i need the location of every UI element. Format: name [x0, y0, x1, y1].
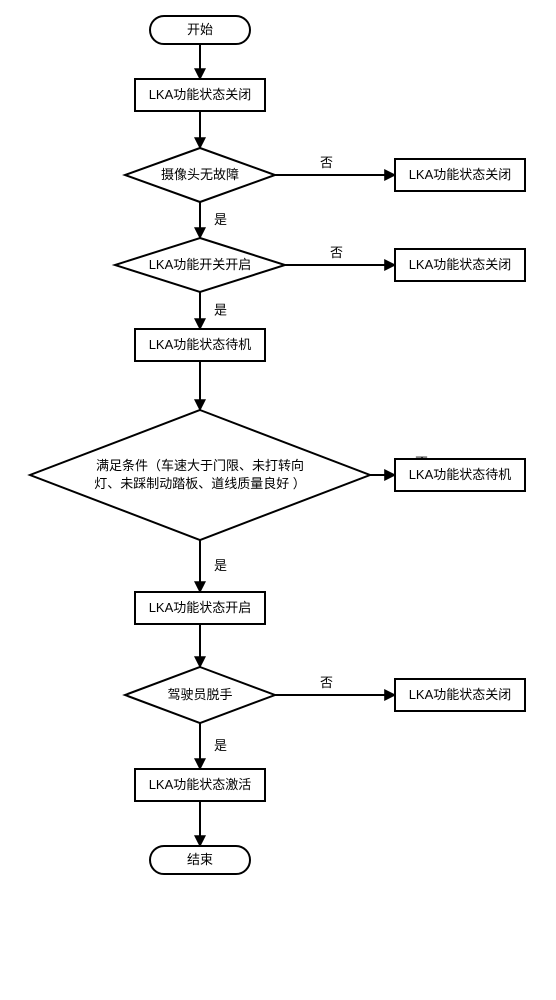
node-label-n3: LKA功能状态开启	[149, 600, 252, 615]
edge-label-d4-n4: 是	[214, 738, 227, 753]
node-label-end: 结束	[187, 852, 213, 867]
node-label-r3: LKA功能状态待机	[409, 467, 512, 482]
node-label-d4: 驾驶员脱手	[167, 687, 232, 702]
node-r2: LKA功能状态关闭	[395, 249, 525, 281]
node-n1: LKA功能状态关闭	[135, 79, 265, 111]
node-start: 开始	[150, 16, 250, 44]
node-label-start: 开始	[187, 22, 213, 37]
node-label-d2: LKA功能开关开启	[149, 257, 252, 272]
edge-label-d1-r1: 否	[320, 155, 333, 170]
edge-label-d4-r4: 否	[320, 675, 333, 690]
node-n3: LKA功能状态开启	[135, 592, 265, 624]
node-label-n2: LKA功能状态待机	[149, 337, 252, 352]
node-r3: LKA功能状态待机	[395, 459, 525, 491]
node-n2: LKA功能状态待机	[135, 329, 265, 361]
node-label-r2: LKA功能状态关闭	[409, 257, 512, 272]
node-end: 结束	[150, 846, 250, 874]
node-label-r4: LKA功能状态关闭	[409, 687, 512, 702]
node-label-r1: LKA功能状态关闭	[409, 167, 512, 182]
node-label-n4: LKA功能状态激活	[149, 777, 252, 792]
edge-label-d1-d2: 是	[214, 212, 227, 227]
node-label-d3-line0: 满足条件（车速大于门限、未打转向	[96, 458, 304, 473]
node-label-d1: 摄像头无故障	[161, 167, 239, 182]
edge-label-d3-n3: 是	[214, 558, 227, 573]
node-d1: 摄像头无故障	[125, 148, 275, 202]
node-d4: 驾驶员脱手	[125, 667, 275, 723]
node-n4: LKA功能状态激活	[135, 769, 265, 801]
node-r4: LKA功能状态关闭	[395, 679, 525, 711]
node-label-n1: LKA功能状态关闭	[149, 87, 252, 102]
node-d3: 满足条件（车速大于门限、未打转向灯、未踩制动踏板、道线质量良好 ）	[30, 410, 370, 540]
node-d2: LKA功能开关开启	[115, 238, 285, 292]
node-label-d3-line1: 灯、未踩制动踏板、道线质量良好 ）	[94, 476, 306, 491]
node-r1: LKA功能状态关闭	[395, 159, 525, 191]
edge-label-d2-n2: 是	[214, 303, 227, 318]
edge-label-d2-r2: 否	[330, 245, 343, 260]
flowchart-diagram: 是否是否是否是否开始LKA功能状态关闭摄像头无故障LKA功能状态关闭LKA功能开…	[0, 0, 556, 1000]
